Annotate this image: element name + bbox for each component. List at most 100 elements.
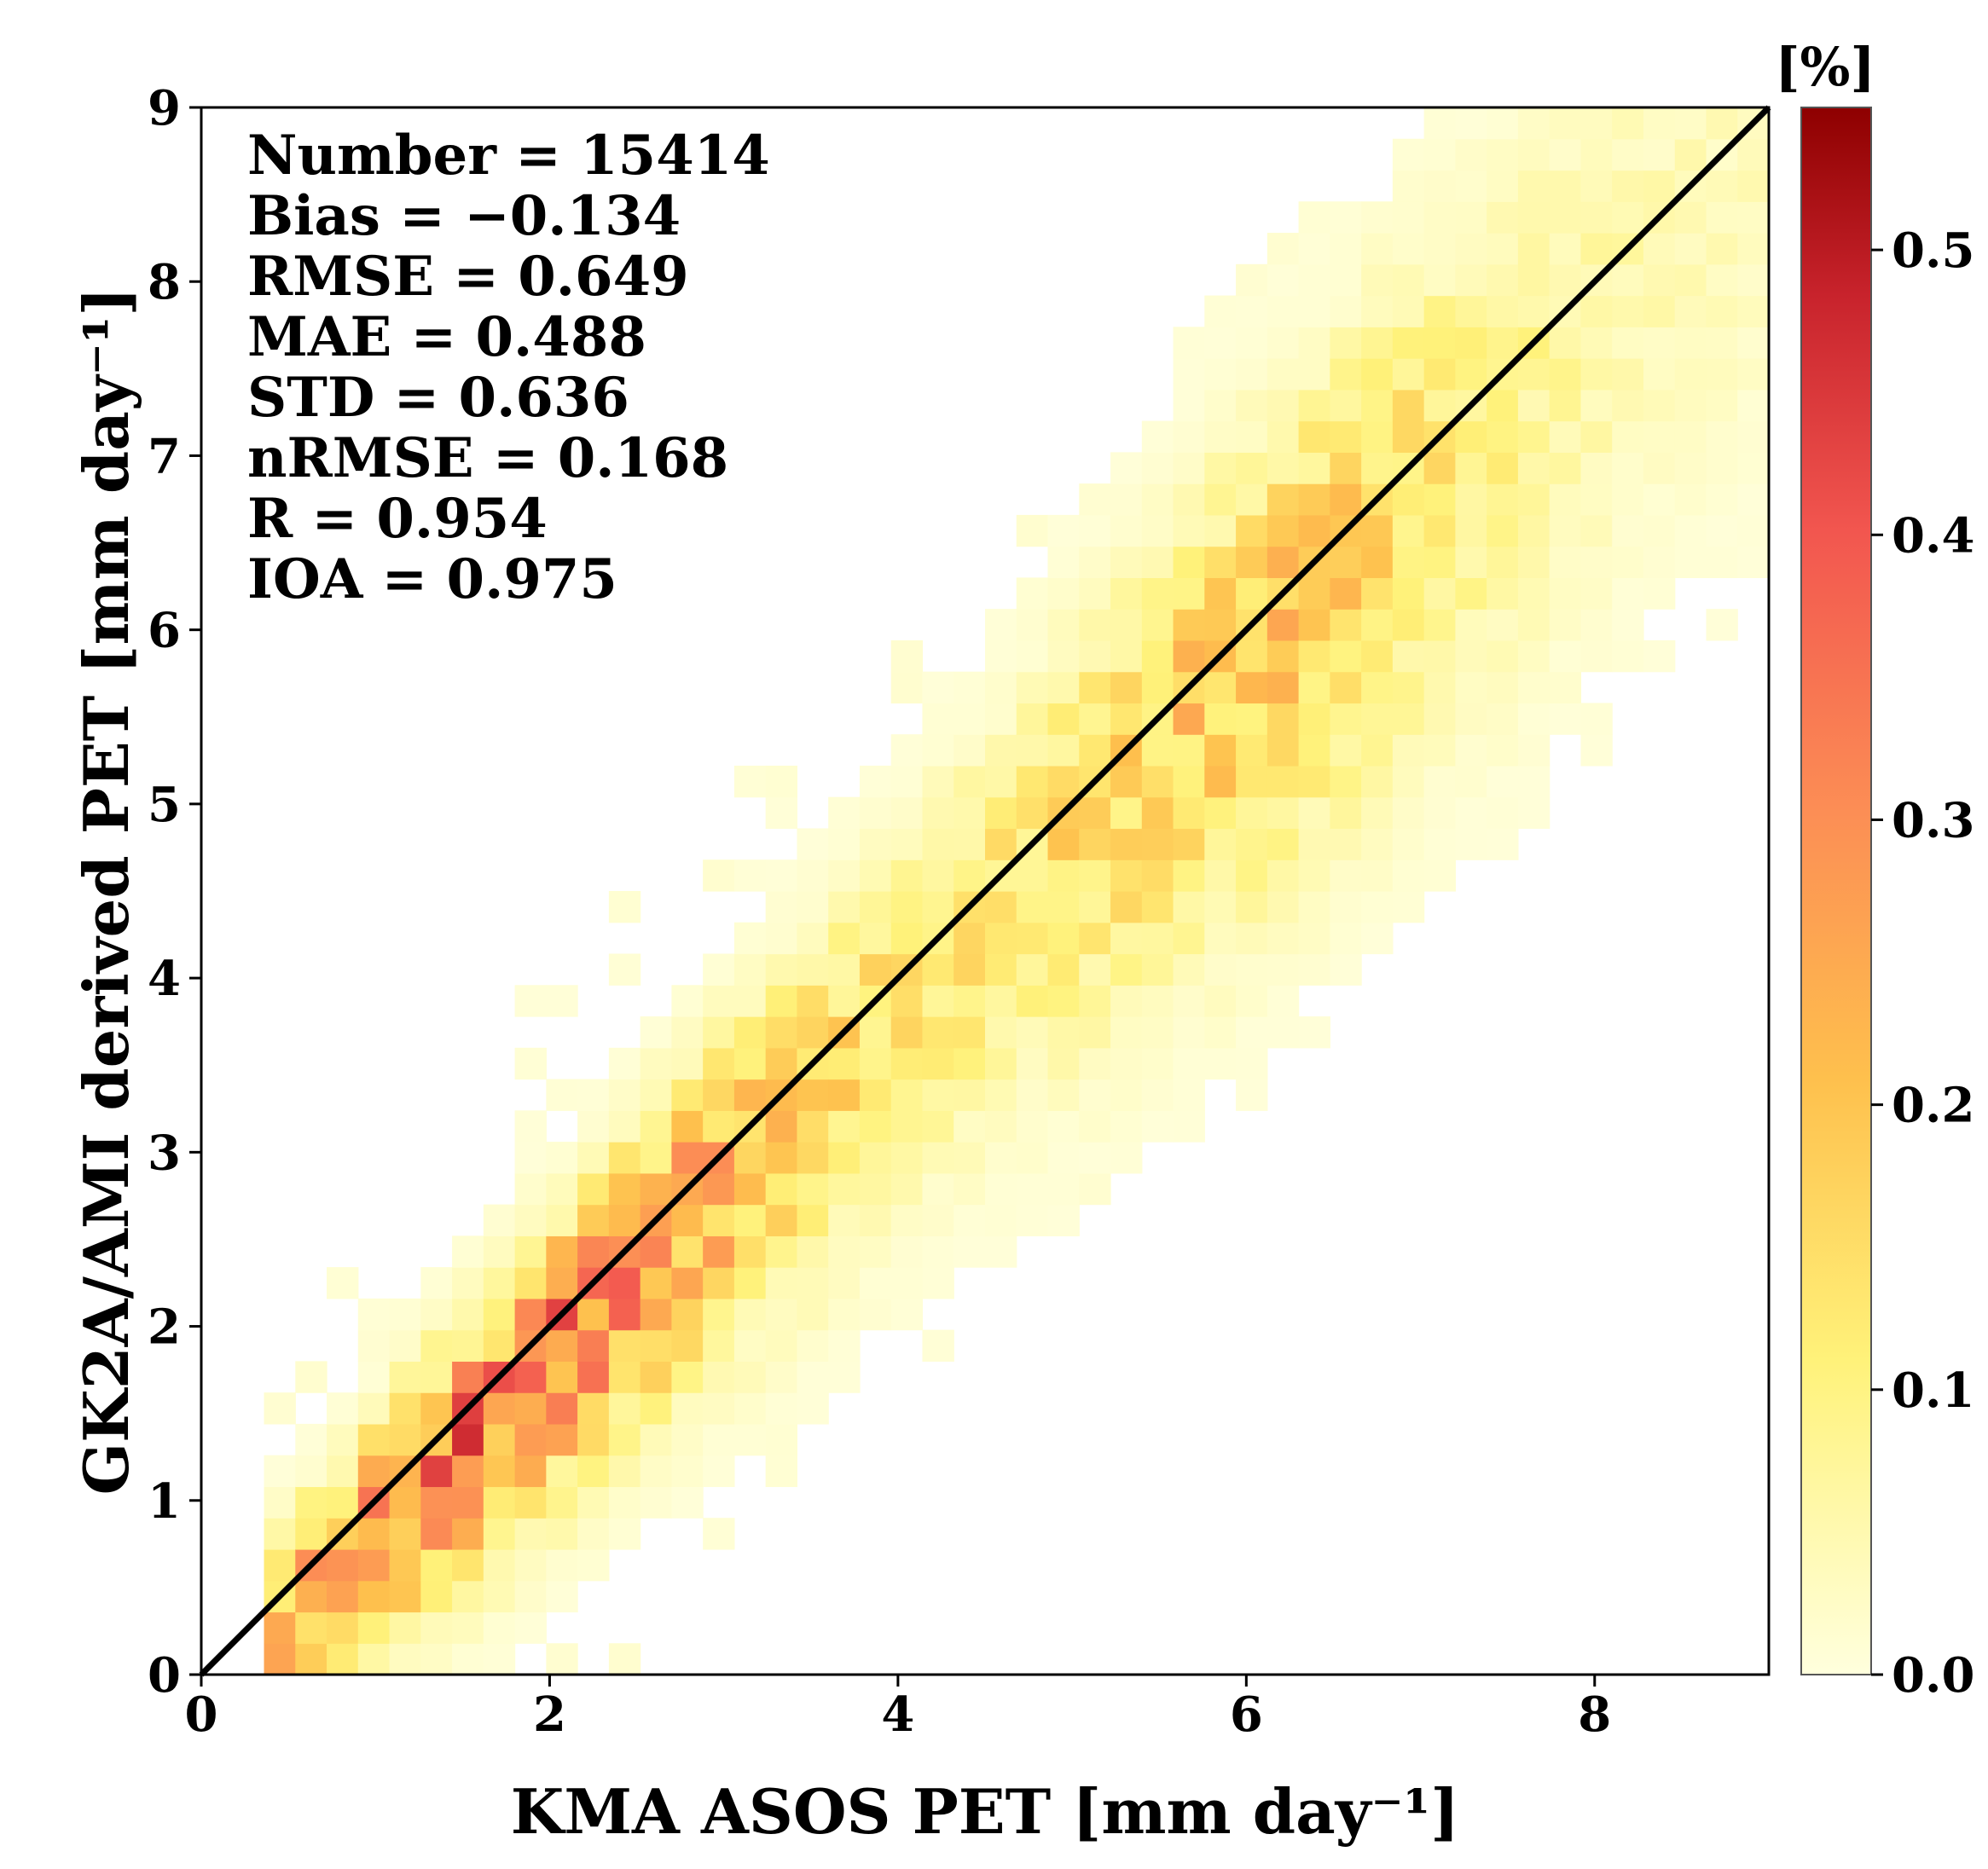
heatmap-cell — [1423, 639, 1456, 673]
heatmap-cell — [797, 922, 829, 955]
heatmap-cell — [1455, 639, 1487, 673]
heatmap-cell — [1047, 922, 1080, 955]
heatmap-cell — [608, 1423, 641, 1456]
heatmap-cell — [1392, 233, 1425, 265]
heatmap-cell — [1392, 295, 1425, 327]
heatmap-cell — [1643, 452, 1676, 484]
heatmap-cell — [828, 1298, 861, 1331]
heatmap-cell — [1706, 358, 1738, 391]
heatmap-cell — [985, 1079, 1017, 1111]
heatmap-cell — [1580, 703, 1613, 735]
heatmap-cell — [1737, 452, 1769, 484]
heatmap-cell — [640, 1423, 672, 1456]
heatmap-cell — [420, 1267, 453, 1299]
heatmap-cell — [264, 1612, 296, 1644]
heatmap-cell — [1643, 138, 1676, 171]
heatmap-cell — [546, 1423, 578, 1456]
heatmap-cell — [1643, 514, 1676, 547]
heatmap-cell — [1016, 1110, 1049, 1143]
heatmap-cell — [452, 1455, 484, 1488]
heatmap-cell — [1549, 671, 1582, 704]
heatmap-cell — [1392, 358, 1425, 391]
heatmap-cell — [1612, 138, 1644, 171]
heatmap-cell — [890, 1235, 924, 1268]
y-tick-label: 1 — [148, 1473, 181, 1530]
heatmap-cell — [452, 1423, 484, 1456]
colorbar-scale — [1800, 107, 1872, 1675]
heatmap-cell — [1361, 420, 1394, 453]
heatmap-cell — [1079, 1110, 1111, 1143]
heatmap-cell — [671, 1329, 704, 1362]
heatmap-cell — [890, 639, 924, 673]
heatmap-cell — [1612, 263, 1644, 297]
heatmap-cell — [1769, 358, 1800, 390]
heatmap-cell — [1643, 327, 1676, 359]
heatmap-cell — [1266, 703, 1300, 735]
heatmap-cell — [483, 1486, 516, 1519]
heatmap-cell — [640, 1267, 672, 1299]
heatmap-cell — [1266, 452, 1300, 484]
heatmap-cell — [1549, 201, 1582, 234]
heatmap-cell — [1361, 327, 1394, 359]
heatmap-cell — [1266, 953, 1300, 986]
y-tick-label: 3 — [148, 1125, 181, 1181]
heatmap-cell — [1110, 891, 1143, 923]
y-tick-label: 8 — [148, 254, 181, 310]
heatmap-cell — [985, 1047, 1017, 1080]
heatmap-cell — [733, 1235, 767, 1268]
heatmap-cell — [420, 1612, 453, 1644]
heatmap-cell — [1423, 389, 1456, 422]
heatmap-cell — [828, 1142, 861, 1174]
heatmap-cell — [608, 1110, 641, 1143]
heatmap-cell — [452, 1486, 484, 1519]
heatmap-cell — [1423, 107, 1456, 108]
heatmap-cell — [1706, 546, 1738, 578]
heatmap-cell — [1361, 263, 1394, 297]
heatmap-cell — [1361, 671, 1394, 704]
heatmap-cell — [733, 922, 767, 955]
heatmap-cell — [1173, 609, 1205, 641]
heatmap-cell — [1580, 233, 1613, 265]
heatmap-cell — [1330, 922, 1362, 955]
heatmap-cell — [1298, 859, 1330, 892]
heatmap-cell — [703, 1235, 735, 1268]
heatmap-cell — [828, 828, 861, 860]
heatmap-cell — [733, 1142, 767, 1174]
heatmap-cell — [389, 1298, 421, 1331]
heatmap-cell — [1204, 389, 1237, 422]
heatmap-cell — [1079, 577, 1111, 610]
heatmap-cell — [859, 1235, 892, 1268]
heatmap-cell — [1016, 953, 1049, 986]
heatmap-cell — [1361, 514, 1394, 547]
heatmap-cell — [1361, 577, 1394, 610]
heatmap-cell — [828, 922, 861, 955]
heatmap-cell — [1423, 703, 1456, 735]
heatmap-cell — [953, 953, 986, 986]
heatmap-cell — [859, 859, 892, 892]
heatmap-cell — [1706, 107, 1738, 108]
heatmap-cell — [1361, 389, 1394, 422]
heatmap-cell — [985, 671, 1017, 704]
stat-line: Number = 15414 — [247, 124, 770, 188]
heatmap-cell — [1487, 546, 1519, 578]
heatmap-cell — [1016, 1172, 1049, 1206]
heatmap-cell — [1455, 828, 1487, 860]
heatmap-cell — [389, 1548, 421, 1582]
heatmap-cell — [1643, 107, 1676, 108]
heatmap-cell — [1769, 452, 1800, 483]
heatmap-cell — [733, 765, 767, 798]
heatmap-cell — [1769, 296, 1800, 327]
heatmap-cell — [1110, 452, 1143, 484]
heatmap-cell — [1549, 389, 1582, 422]
heatmap-cell — [985, 922, 1017, 955]
heatmap-cell — [1392, 671, 1425, 704]
heatmap-cell — [1612, 639, 1644, 673]
heatmap-cell — [1236, 577, 1268, 610]
heatmap-cell — [1330, 953, 1362, 986]
heatmap-cell — [1204, 327, 1237, 359]
heatmap-cell — [1204, 891, 1237, 923]
heatmap-cell — [671, 1235, 704, 1268]
heatmap-cell — [1266, 859, 1300, 892]
heatmap-cell — [1487, 389, 1519, 422]
heatmap-cell — [1361, 233, 1394, 265]
